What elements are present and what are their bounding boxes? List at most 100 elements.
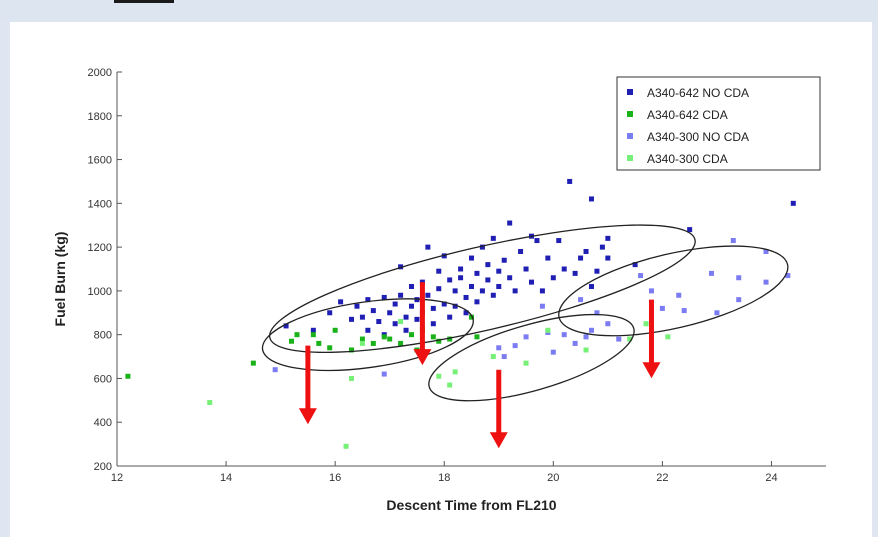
- data-point: [272, 367, 278, 373]
- cluster-ellipse: [261, 298, 474, 372]
- data-point: [370, 308, 376, 314]
- data-point: [490, 354, 496, 360]
- data-point: [583, 347, 589, 353]
- arrow-head: [489, 432, 508, 449]
- top-border-accent: [114, 0, 174, 3]
- arrow-head: [642, 362, 661, 379]
- data-point: [316, 340, 322, 346]
- data-point: [594, 268, 600, 274]
- data-point: [370, 340, 376, 346]
- data-point: [294, 332, 300, 338]
- data-point: [594, 310, 600, 316]
- legend-swatch: [627, 111, 633, 117]
- data-point: [550, 349, 556, 355]
- legend-box: [616, 76, 821, 171]
- data-point: [381, 334, 387, 340]
- data-point: [250, 360, 256, 366]
- y-tick-label: 1200: [88, 242, 112, 254]
- data-point: [430, 305, 436, 311]
- data-point: [458, 266, 464, 272]
- data-point: [359, 340, 365, 346]
- data-point: [523, 360, 529, 366]
- data-point: [730, 238, 736, 244]
- series-4: [207, 319, 671, 449]
- data-point: [736, 297, 742, 303]
- data-point: [463, 294, 469, 300]
- data-point: [403, 314, 409, 320]
- data-point: [349, 316, 355, 322]
- data-point: [479, 288, 485, 294]
- data-point: [469, 255, 474, 261]
- data-point: [676, 292, 682, 298]
- data-point: [398, 340, 404, 346]
- data-point: [387, 336, 393, 342]
- data-point: [343, 443, 349, 449]
- data-point: [578, 255, 584, 261]
- data-point: [714, 310, 720, 316]
- cluster-ellipse: [268, 224, 696, 353]
- data-point: [496, 345, 502, 351]
- data-point: [523, 334, 529, 340]
- data-point: [436, 286, 442, 292]
- data-point: [588, 327, 594, 333]
- data-point: [485, 262, 491, 268]
- data-point: [539, 288, 545, 294]
- axes: 12 14 16 18 20 22 24 200 400 600 800 1000 1200 1400 16…: [88, 67, 826, 484]
- data-point: [518, 248, 524, 254]
- data-point: [125, 373, 131, 379]
- data-point: [561, 332, 567, 338]
- data-point: [441, 301, 447, 307]
- data-point: [354, 303, 360, 309]
- cluster-ellipse: [558, 245, 789, 337]
- data-point: [409, 284, 415, 290]
- data-point: [474, 270, 480, 276]
- data-point: [501, 354, 507, 360]
- data-point: [359, 314, 365, 320]
- data-point: [310, 327, 316, 333]
- series-3: [272, 238, 791, 377]
- data-point: [632, 262, 638, 268]
- data-point: [365, 297, 371, 303]
- data-point: [578, 297, 584, 303]
- legend-entry: A340-300 NO CDA: [627, 130, 749, 144]
- data-point: [327, 310, 333, 316]
- data-point: [638, 273, 644, 279]
- data-point: [507, 220, 513, 226]
- data-point: [643, 321, 649, 327]
- data-point: [567, 178, 573, 184]
- cluster-ellipse: [428, 313, 635, 402]
- data-point: [665, 334, 671, 340]
- data-point: [376, 319, 382, 325]
- y-tick-label: 800: [94, 330, 112, 342]
- data-point: [627, 336, 633, 342]
- data-point: [425, 292, 431, 298]
- legend-swatch: [627, 155, 633, 161]
- data-point: [430, 334, 436, 340]
- data-point: [687, 227, 693, 233]
- data-point: [605, 255, 611, 261]
- data-point: [708, 270, 714, 276]
- data-point: [523, 266, 529, 272]
- data-point: [599, 244, 605, 250]
- data-point: [436, 373, 442, 379]
- data-point: [452, 369, 458, 375]
- data-point: [583, 334, 589, 340]
- data-point: [550, 275, 556, 281]
- data-point: [349, 347, 355, 353]
- legend-entry: A340-642 CDA: [627, 108, 728, 122]
- data-point: [447, 314, 453, 320]
- y-tick-label: 1600: [88, 155, 112, 167]
- data-point: [539, 303, 545, 309]
- x-axis-label: Descent Time from FL210: [386, 497, 556, 513]
- arrow-head: [298, 408, 317, 425]
- data-point: [409, 332, 415, 338]
- data-point: [349, 375, 355, 381]
- y-tick-label: 400: [94, 417, 112, 429]
- data-point: [763, 248, 769, 254]
- data-point: [496, 268, 502, 274]
- y-tick-label: 200: [94, 461, 112, 473]
- legend-entry: A340-300 CDA: [627, 152, 728, 166]
- data-point: [463, 310, 469, 316]
- data-point: [452, 288, 458, 294]
